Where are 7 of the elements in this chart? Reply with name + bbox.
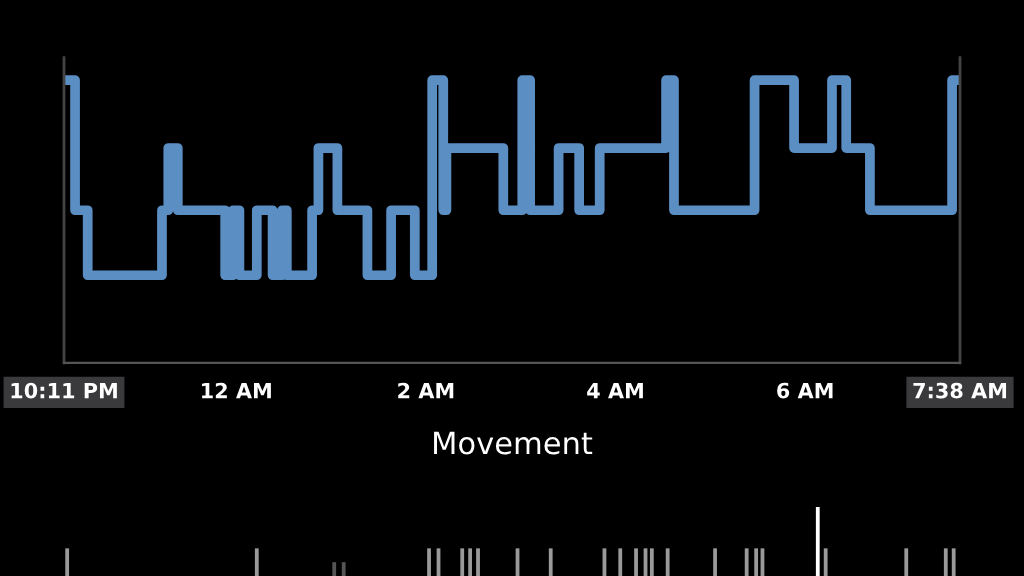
chart-title: Movement (434, 431, 593, 455)
x-tick-label: 10:11 PM (11, 382, 117, 399)
x-tick-label: 7:38 AM (913, 382, 1007, 399)
x-tick-label: 6 AM (777, 382, 833, 399)
x-tick-label: 2 AM (398, 382, 454, 399)
x-tick-label: 4 AM (587, 382, 643, 399)
x-tick-label: 12 AM (202, 382, 271, 399)
